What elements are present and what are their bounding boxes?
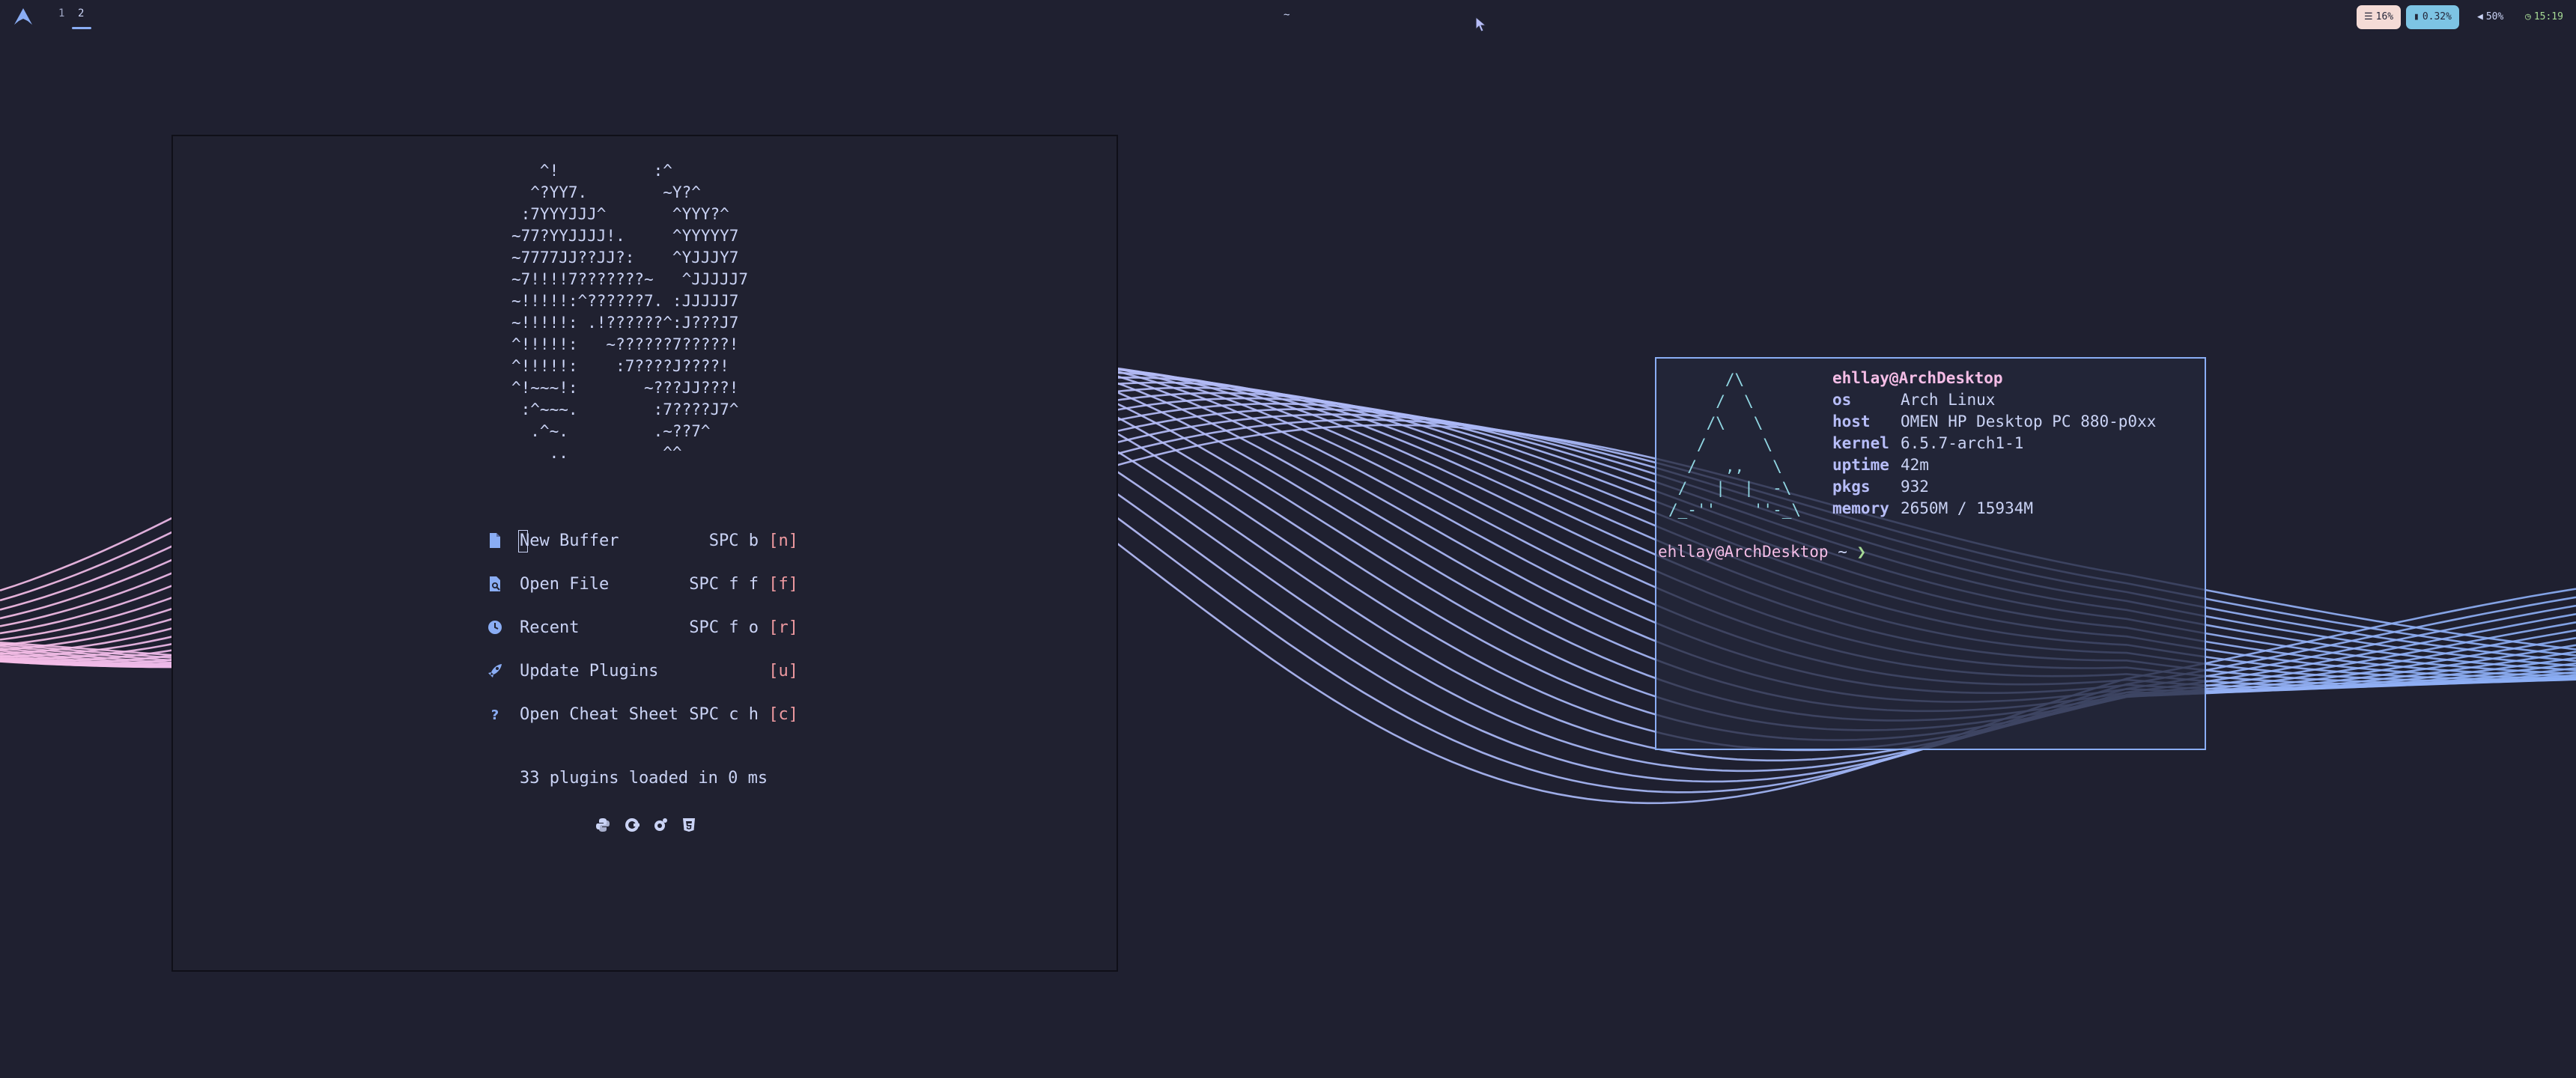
key-sequence: SPC b [708,532,759,550]
shortcut-key: [r] [768,618,798,637]
menu-open-file[interactable]: Open File SPC f f [f] [173,571,1117,601]
fetch-key: memory [1832,499,1889,517]
svg-text:?: ? [491,707,499,722]
volume-value: 50% [2485,11,2504,22]
menu-label: Open Cheat Sheet [520,705,678,724]
workspace-2[interactable]: 2 [78,7,85,19]
clock-icon [488,621,502,634]
fetch-value: 42m [1901,456,1929,474]
fetch-key: host [1832,412,1871,430]
memory-icon: ▮ [2414,11,2419,22]
terminal-window[interactable]: /\ / \ /\ \ / \ / ,, \ / | | -\ /_-'' ''… [1655,357,2206,750]
memory-value: 0.32% [2422,11,2452,22]
fetch-value: 2650M / 15934M [1901,499,2034,517]
fetch-value: OMEN HP Desktop PC 880-p0xx [1901,412,2157,430]
fetch-value: 932 [1901,478,1929,496]
key-sequence: SPC c h [689,705,759,724]
shell-prompt[interactable]: ehllay@ArchDesktop ~ ❯ [1658,543,1866,561]
prompt-user-host: ehllay@ArchDesktop [1658,543,1829,561]
shortcut-key: [c] [768,705,798,724]
speaker-icon: ◀ [2477,11,2483,22]
cpu-value: 16% [2375,11,2394,22]
arch-linux-icon[interactable] [13,7,33,25]
python-icon [596,818,610,832]
top-bar: 1 2 ~ ☰ 16% ▮ 0.32% ◀ 50% ◷ 15:19 [0,0,2576,33]
html-icon [683,818,695,832]
menu-keys: SPC c h [c] [689,705,798,724]
menu-label: Open File [520,575,610,594]
menu-label: Update Plugins [520,662,659,680]
fetch-line-os: os Arch Linux [1832,391,1995,409]
key-sequence: SPC f o [689,618,759,637]
key-sequence: SPC f f [689,575,759,594]
clock-widget[interactable]: ◷ 15:19 [2518,5,2571,29]
user-host: ehllay@ArchDesktop [1832,369,2003,387]
menu-recent[interactable]: Recent SPC f o [r] [173,615,1117,645]
question-icon: ? [491,707,499,722]
active-workspace-indicator [72,27,91,29]
neovim-window[interactable]: ^! :^ ^?YY7. ~Y?^ :7YYYJJJ^ ^YYY?^ ~77?Y… [171,135,1118,972]
menu-keys: SPC b [n] [709,532,798,550]
menu-open-cheat-sheet[interactable]: ? Open Cheat Sheet SPC c h [c] [173,701,1117,731]
clock-value: 15:19 [2533,11,2563,22]
volume-widget[interactable]: ◀ 50% [2470,5,2511,29]
fetch-line-host: host OMEN HP Desktop PC 880-p0xx [1832,412,2156,430]
window-title: ~ [1284,9,1290,21]
fetch-line-uptime: uptime 42m [1832,456,1929,474]
menu-keys: [u] [759,662,798,680]
rust-icon [654,818,667,831]
menu-new-buffer[interactable]: New Buffer SPC b [n] [173,528,1117,558]
search-file-icon [490,576,500,591]
c-language-icon [625,818,640,832]
menu-keys: SPC f f [f] [689,575,798,594]
fetch-line-kernel: kernel 6.5.7-arch1-1 [1832,434,2023,452]
workspace-1[interactable]: 1 [58,7,65,19]
memory-usage-widget[interactable]: ▮ 0.32% [2406,5,2459,29]
menu-label: New Buffer [520,532,619,550]
fetch-line-pkgs: pkgs 932 [1832,478,1929,496]
fetch-key: pkgs [1832,478,1871,496]
menu-keys: SPC f o [r] [689,618,798,637]
fetch-line-memory: memory 2650M / 15934M [1832,499,2033,517]
cpu-icon: ☰ [2364,11,2373,22]
fetch-key: kernel [1832,434,1889,452]
text-cursor [518,530,528,552]
shortcut-key: [n] [768,532,798,550]
fetch-key: uptime [1832,456,1889,474]
shortcut-key: [f] [768,575,798,594]
fetch-value: 6.5.7-arch1-1 [1901,434,2024,452]
menu-label: Recent [520,618,580,637]
fetch-header: ehllay@ArchDesktop [1832,369,2003,387]
rocket-icon [488,664,502,677]
arch-ascii-logo: /\ / \ /\ \ / \ / ,, \ / | | -\ /_-'' ''… [1668,371,1802,519]
dashboard-ascii-art: ^! :^ ^?YY7. ~Y?^ :7YYYJJJ^ ^YYY?^ ~77?Y… [511,162,749,462]
prompt-directory: ~ [1828,543,1857,561]
cpu-usage-widget[interactable]: ☰ 16% [2357,5,2402,29]
fetch-value: Arch Linux [1901,391,1996,409]
mouse-cursor-icon [1475,16,1487,32]
menu-update-plugins[interactable]: Update Plugins [u] [173,658,1117,688]
shortcut-key: [u] [768,662,798,680]
prompt-symbol: ❯ [1856,543,1867,561]
file-icon [490,533,500,548]
clock-icon: ◷ [2525,11,2531,22]
fetch-key: os [1832,391,1852,409]
plugins-loaded-footer: 33 plugins loaded in 0 ms [520,769,768,788]
